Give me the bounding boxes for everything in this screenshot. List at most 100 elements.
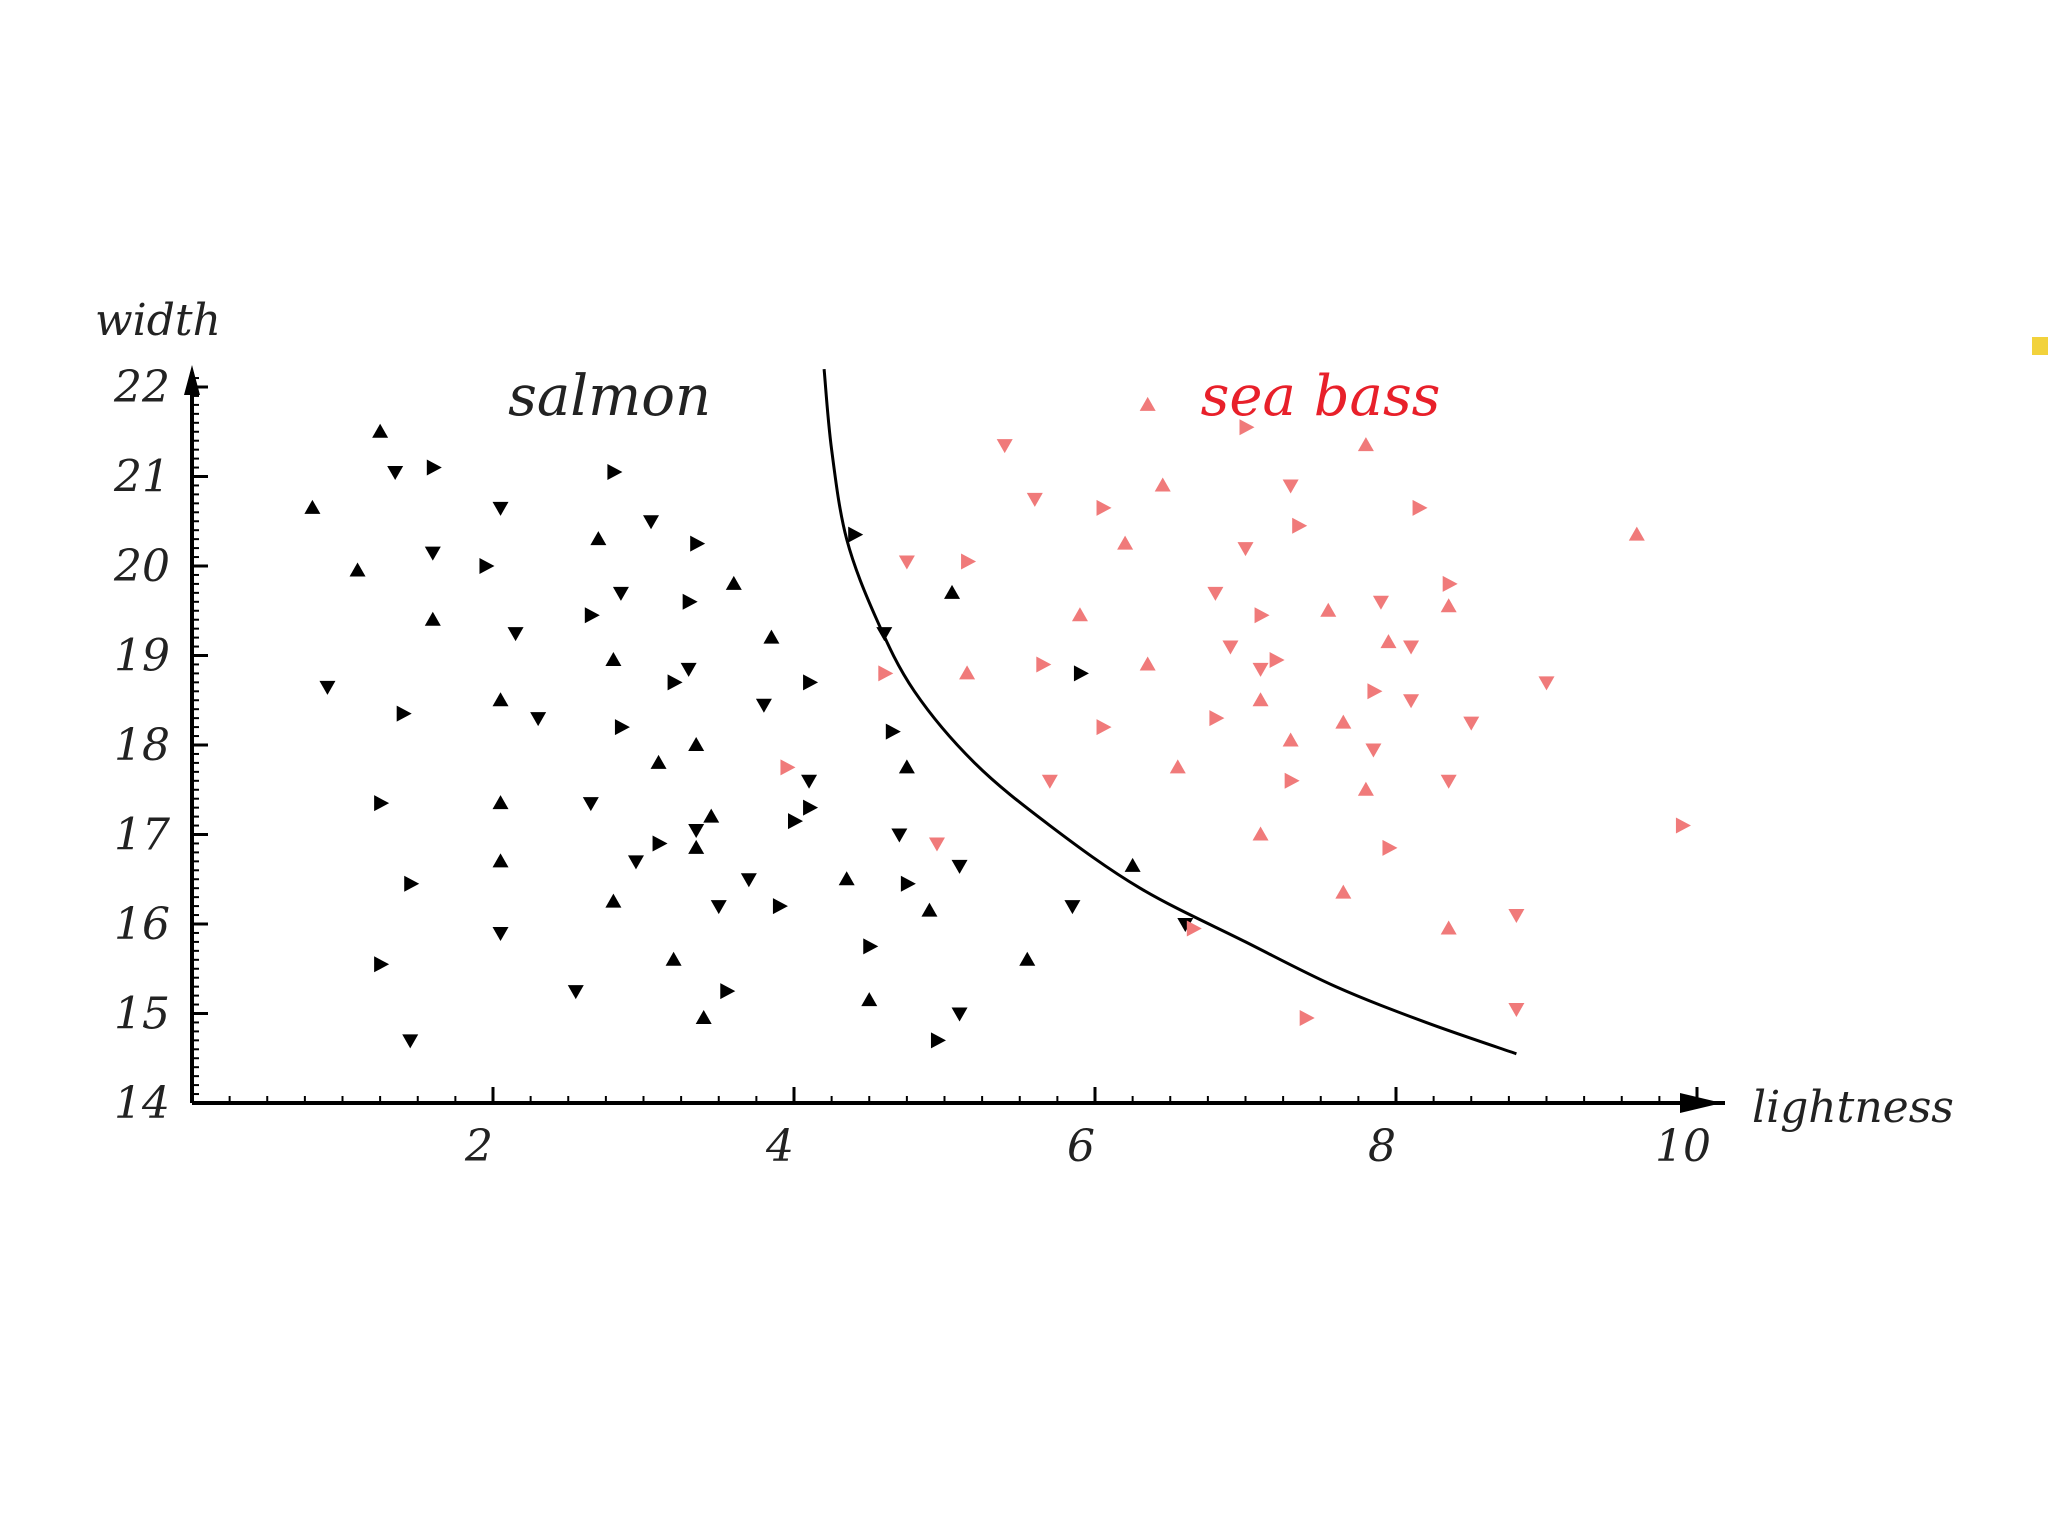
salmon-point <box>349 562 366 577</box>
salmon-point <box>863 938 879 955</box>
sea-bass-point <box>780 759 796 776</box>
x-tick-label: 8 <box>1368 1121 1396 1172</box>
sea-bass-point <box>1169 759 1186 774</box>
salmon-point <box>426 459 442 476</box>
sea-bass-point <box>1252 826 1269 841</box>
sea-bass-point <box>959 665 976 680</box>
sea-bass-point <box>1357 781 1374 796</box>
salmon-point <box>404 875 420 892</box>
salmon-point <box>1064 900 1081 915</box>
salmon-point <box>891 828 908 843</box>
sea-bass-point <box>1096 719 1112 736</box>
decision-boundary-curve <box>822 368 1517 1056</box>
sea-bass-point <box>1269 651 1285 668</box>
salmon-point <box>492 692 509 707</box>
y-tick-label: 22 <box>113 362 170 413</box>
sea-bass-point <box>1440 920 1457 935</box>
salmon-point <box>492 926 509 941</box>
sea-bass-point <box>1628 526 1645 541</box>
sea-bass-point <box>1282 479 1299 494</box>
sea-bass-point <box>1036 656 1052 673</box>
sea-bass-point <box>1282 732 1299 747</box>
sea-bass-point <box>1403 640 1420 655</box>
sea-bass-point <box>1096 499 1112 516</box>
salmon-point <box>740 873 757 888</box>
sea-bass-point <box>961 553 977 570</box>
salmon-point <box>492 501 509 516</box>
salmon-point <box>688 824 705 839</box>
salmon-point <box>801 774 818 789</box>
sea-bass-point <box>1320 602 1337 617</box>
salmon-label: salmon <box>508 364 711 429</box>
salmon-point <box>695 1009 712 1024</box>
salmon-point <box>590 531 607 546</box>
sea-bass-point <box>1139 396 1156 411</box>
salmon-point <box>605 651 622 666</box>
sea-bass-point <box>1209 710 1225 727</box>
salmon-point <box>424 546 441 561</box>
salmon-point <box>885 723 901 740</box>
salmon-point <box>688 737 705 751</box>
y-tick-label: 16 <box>114 899 170 950</box>
sea-bass-point <box>1403 694 1420 709</box>
salmon-point <box>951 1007 968 1022</box>
y-ticks: 14 15 16 17 18 19 20 21 22 <box>113 362 208 1129</box>
salmon-point <box>1177 918 1194 932</box>
sea-bass-point <box>1299 1009 1315 1026</box>
sea-bass-point <box>1117 535 1134 550</box>
salmon-point <box>680 662 697 677</box>
sea-bass-point <box>1071 607 1088 622</box>
sea-bass-label: sea bass <box>1201 364 1441 429</box>
x-ticks: 2 4 6 8 10 <box>464 1087 1711 1172</box>
salmon-points <box>304 423 1194 1049</box>
sea-bass-point <box>928 837 945 852</box>
salmon-point <box>567 985 584 1000</box>
sea-bass-point <box>1412 499 1428 516</box>
sea-bass-point <box>1365 743 1382 758</box>
salmon-point <box>1124 857 1141 872</box>
sea-bass-point <box>898 555 915 570</box>
sea-bass-point <box>1508 909 1525 924</box>
salmon-point <box>627 855 644 870</box>
salmon-point <box>900 875 916 892</box>
salmon-point <box>530 712 547 727</box>
sea-bass-point <box>1252 692 1269 707</box>
salmon-point <box>876 627 893 642</box>
edge-marker <box>2032 337 2048 355</box>
sea-bass-point <box>1382 839 1398 856</box>
y-tick-label: 21 <box>113 452 170 503</box>
salmon-point <box>725 575 742 590</box>
sea-bass-point <box>1508 1003 1525 1018</box>
salmon-point <box>650 754 667 769</box>
salmon-point <box>898 759 915 774</box>
sea-bass-point <box>1380 634 1397 649</box>
y-tick-label: 15 <box>114 989 170 1040</box>
y-tick-label: 18 <box>114 720 170 771</box>
salmon-point <box>1019 951 1036 966</box>
x-axis-arrow-icon <box>1680 1093 1722 1113</box>
salmon-point <box>703 808 720 823</box>
salmon-point <box>643 515 660 530</box>
salmon-point <box>492 853 509 868</box>
sea-bass-point <box>1237 542 1254 557</box>
x-tick-label: 10 <box>1655 1121 1711 1172</box>
sea-bass-point <box>1186 920 1202 937</box>
salmon-point <box>507 627 524 642</box>
salmon-point <box>584 607 600 624</box>
y-axis-arrow-icon <box>184 365 200 395</box>
sea-bass-point <box>1222 640 1239 655</box>
salmon-point <box>652 835 668 852</box>
salmon-point <box>720 983 736 1000</box>
y-tick-label: 17 <box>114 810 170 861</box>
salmon-point <box>614 719 630 736</box>
sea-bass-point <box>1252 662 1269 677</box>
salmon-point <box>803 799 819 816</box>
sea-bass-point <box>1372 595 1389 610</box>
salmon-point <box>710 900 727 915</box>
salmon-point <box>665 951 682 966</box>
salmon-point <box>772 898 788 915</box>
salmon-point <box>861 992 878 1007</box>
sea-bass-point <box>1041 774 1058 789</box>
sea-bass-point <box>1440 598 1457 613</box>
